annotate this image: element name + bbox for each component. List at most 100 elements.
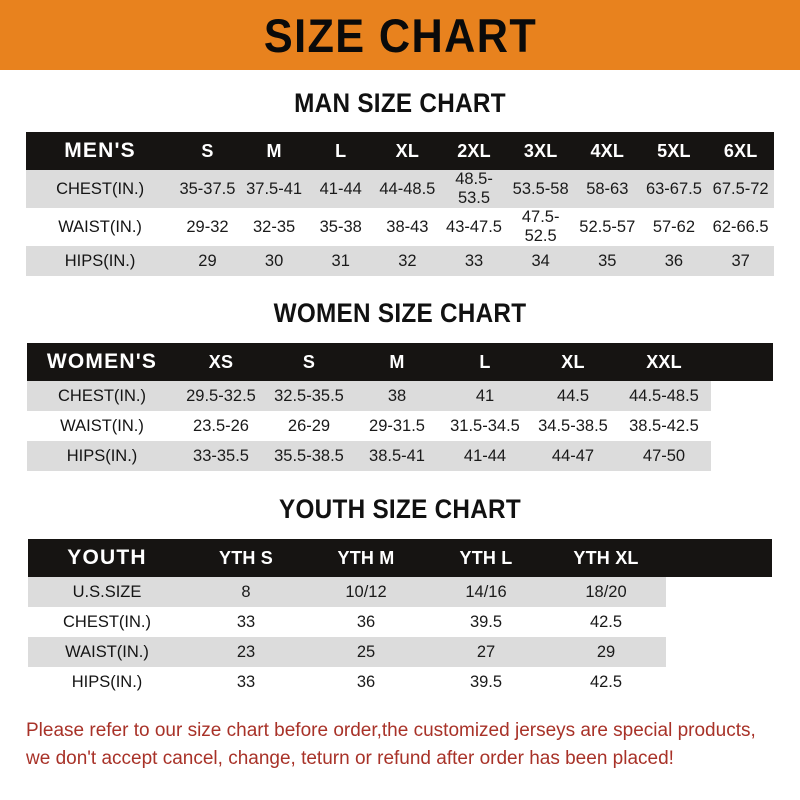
women-size-header-5: XXL — [617, 343, 711, 381]
man-table-container: MEN'S S M L XL 2XL 3XL 4XL 5XL 6XL CHEST(IN.) 35-37… — [0, 132, 800, 276]
women-size-header-0: XS — [177, 343, 265, 381]
table-row: WAIST(IN.) 23 25 27 29 — [28, 637, 772, 667]
women-cell-0-5: 44.5-48.5 — [617, 381, 711, 411]
youth-row-label-2: WAIST(IN.) — [28, 637, 186, 667]
man-cell-2-1: 30 — [240, 246, 308, 276]
women-cell-0-3: 41 — [441, 381, 529, 411]
man-cell-2-8: 37 — [707, 246, 774, 276]
women-size-table: WOMEN'S XS S M L XL XXL CHEST(IN.) 29.5-32.5 32.5… — [27, 343, 773, 471]
man-row-label-2: HIPS(IN.) — [26, 246, 175, 276]
women-header-filler — [711, 343, 773, 381]
man-size-header-1: M — [240, 132, 308, 170]
women-cell-1-5: 38.5-42.5 — [617, 411, 711, 441]
footer-note: Please refer to our size chart before or… — [0, 717, 800, 772]
table-row: CHEST(IN.) 33 36 39.5 42.5 — [28, 607, 772, 637]
man-header-row: MEN'S S M L XL 2XL 3XL 4XL 5XL 6XL — [26, 132, 774, 170]
women-row-label-1: WAIST(IN.) — [27, 411, 177, 441]
man-cell-1-3: 38-43 — [374, 208, 441, 246]
man-cell-2-0: 29 — [174, 246, 241, 276]
man-cell-0-2: 41-44 — [307, 170, 375, 208]
page-title: SIZE CHART — [263, 8, 537, 62]
women-cell-1-4: 34.5-38.5 — [529, 411, 617, 441]
man-cell-2-5: 34 — [507, 246, 574, 276]
women-cell-0-4: 44.5 — [529, 381, 617, 411]
women-section-title: WOMEN SIZE CHART — [273, 298, 527, 328]
women-table-container: WOMEN'S XS S M L XL XXL CHEST(IN.) 29.5-32.5 32.5… — [0, 343, 800, 471]
youth-section-title: YOUTH SIZE CHART — [279, 494, 521, 524]
youth-cell-0-0: 8 — [186, 577, 306, 607]
youth-cell-3-1: 36 — [306, 667, 426, 697]
women-cell-filler — [711, 381, 773, 411]
youth-row-label-1: CHEST(IN.) — [28, 607, 186, 637]
man-cell-0-0: 35-37.5 — [174, 170, 241, 208]
man-size-header-5: 3XL — [507, 132, 574, 170]
women-cell-2-5: 47-50 — [617, 441, 711, 471]
man-cell-1-8: 62-66.5 — [707, 208, 774, 246]
youth-header-filler — [666, 539, 772, 577]
man-cell-1-2: 35-38 — [307, 208, 375, 246]
women-cell-2-3: 41-44 — [441, 441, 529, 471]
youth-cell-0-3: 18/20 — [546, 577, 666, 607]
man-cell-0-5: 53.5-58 — [507, 170, 574, 208]
table-row: HIPS(IN.) 33 36 39.5 42.5 — [28, 667, 772, 697]
man-size-header-6: 4XL — [573, 132, 641, 170]
women-size-header-1: S — [265, 343, 353, 381]
women-cell-2-2: 38.5-41 — [353, 441, 441, 471]
man-size-header-3: XL — [374, 132, 441, 170]
man-cell-0-7: 63-67.5 — [640, 170, 708, 208]
youth-size-header-1: YTH M — [306, 539, 426, 577]
youth-size-table: YOUTH YTH S YTH M YTH L YTH XL U.S.SIZE 8 10/12… — [28, 539, 772, 697]
women-cell-1-1: 26-29 — [265, 411, 353, 441]
footer-line-2: we don't accept cancel, change, teturn o… — [26, 747, 674, 769]
man-size-header-4: 2XL — [440, 132, 508, 170]
women-cell-1-2: 29-31.5 — [353, 411, 441, 441]
women-size-header-4: XL — [529, 343, 617, 381]
women-cell-0-1: 32.5-35.5 — [265, 381, 353, 411]
women-header-row: WOMEN'S XS S M L XL XXL — [27, 343, 773, 381]
man-cell-1-4: 43-47.5 — [440, 208, 508, 246]
man-size-table: MEN'S S M L XL 2XL 3XL 4XL 5XL 6XL CHEST(IN.) 35-37… — [26, 132, 774, 276]
man-cell-2-6: 35 — [573, 246, 641, 276]
table-row: CHEST(IN.) 29.5-32.5 32.5-35.5 38 41 44.5 44.5… — [27, 381, 773, 411]
table-row: U.S.SIZE 8 10/12 14/16 18/20 — [28, 577, 772, 607]
man-cell-0-6: 58-63 — [573, 170, 641, 208]
table-row: CHEST(IN.) 35-37.5 37.5-41 41-44 44-48.5 48.5… — [26, 170, 774, 208]
youth-cell-3-2: 39.5 — [426, 667, 546, 697]
youth-cell-filler — [666, 637, 772, 667]
youth-cell-filler — [666, 667, 772, 697]
youth-size-header-0: YTH S — [186, 539, 306, 577]
man-section-title: MAN SIZE CHART — [294, 88, 506, 118]
youth-row-label-3: HIPS(IN.) — [28, 667, 186, 697]
man-size-header-2: L — [307, 132, 375, 170]
man-cell-0-8: 67.5-72 — [707, 170, 774, 208]
women-cell-0-2: 38 — [353, 381, 441, 411]
women-cell-filler — [711, 441, 773, 471]
youth-cell-2-3: 29 — [546, 637, 666, 667]
man-cell-0-3: 44-48.5 — [374, 170, 441, 208]
youth-cell-2-0: 23 — [186, 637, 306, 667]
table-row: HIPS(IN.) 29 30 31 32 33 34 35 36 37 — [26, 246, 774, 276]
youth-cell-1-1: 36 — [306, 607, 426, 637]
youth-cell-1-3: 42.5 — [546, 607, 666, 637]
women-size-header-3: L — [441, 343, 529, 381]
man-cell-0-1: 37.5-41 — [240, 170, 308, 208]
youth-cell-filler — [666, 607, 772, 637]
women-cell-2-0: 33-35.5 — [177, 441, 265, 471]
women-corner-label: WOMEN'S — [27, 343, 177, 381]
man-cell-2-3: 32 — [374, 246, 441, 276]
youth-cell-2-2: 27 — [426, 637, 546, 667]
youth-cell-2-1: 25 — [306, 637, 426, 667]
women-row-label-2: HIPS(IN.) — [27, 441, 177, 471]
man-cell-1-6: 52.5-57 — [573, 208, 641, 246]
man-cell-1-0: 29-32 — [174, 208, 241, 246]
youth-cell-filler — [666, 577, 772, 607]
table-row: WAIST(IN.) 23.5-26 26-29 29-31.5 31.5-34.5 34… — [27, 411, 773, 441]
man-cell-1-5: 47.5-52.5 — [507, 208, 574, 246]
youth-corner-label: YOUTH — [28, 539, 186, 577]
table-row: HIPS(IN.) 33-35.5 35.5-38.5 38.5-41 41-44 44-… — [27, 441, 773, 471]
women-cell-2-4: 44-47 — [529, 441, 617, 471]
youth-row-label-0: U.S.SIZE — [28, 577, 186, 607]
youth-cell-0-2: 14/16 — [426, 577, 546, 607]
women-cell-1-3: 31.5-34.5 — [441, 411, 529, 441]
man-size-header-8: 6XL — [707, 132, 774, 170]
